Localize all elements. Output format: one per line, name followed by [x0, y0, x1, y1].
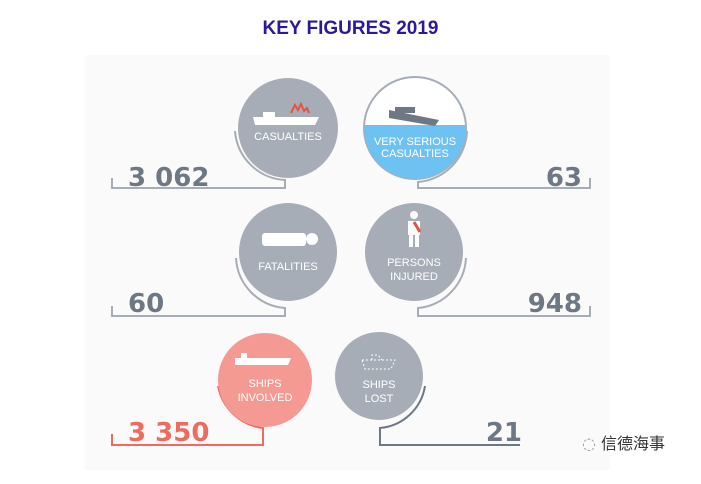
- figure-label: SHIPS: [362, 379, 395, 391]
- figure-label: PERSONS: [387, 257, 441, 269]
- background-panel: [85, 55, 610, 470]
- injured-person-icon: [408, 211, 422, 247]
- wechat-icon: ◌: [582, 434, 602, 453]
- figure-label: CASUALTIES: [381, 148, 449, 160]
- figure-ships-lost: SHIPS LOST 21: [335, 332, 522, 448]
- figure-very-serious-casualties: VERY SERIOUS CASUALTIES 63: [363, 76, 591, 193]
- figure-value: 948: [528, 289, 582, 319]
- figure-ships-involved: SHIPS INVOLVED 3 350: [111, 333, 312, 448]
- figure-value: 21: [486, 418, 522, 448]
- figure-value: 3 062: [128, 163, 209, 193]
- sinking-ship-icon: [389, 107, 439, 126]
- page-title: KEY FIGURES 2019: [262, 18, 439, 39]
- watermark: ◌ 信德海事: [582, 430, 665, 454]
- figure-value: 60: [128, 289, 164, 319]
- figure-persons-injured: PERSONS INJURED 948: [365, 203, 591, 319]
- figure-label: LOST: [365, 393, 394, 405]
- figure-label: VERY SERIOUS: [374, 136, 456, 148]
- ship-fire-icon: [253, 101, 319, 125]
- figure-label: SHIPS: [248, 378, 281, 390]
- figure-fatalities: FATALITIES 60: [111, 203, 337, 319]
- figure-value: 3 350: [128, 418, 209, 448]
- dashed-ship-icon: [361, 354, 396, 370]
- figure-label: CASUALTIES: [254, 131, 322, 143]
- figure-label: INJURED: [390, 271, 438, 283]
- figure-casualties: CASUALTIES 3 062: [111, 78, 338, 193]
- figure-value: 63: [546, 163, 582, 193]
- figure-label: INVOLVED: [238, 392, 293, 404]
- figure-label: FATALITIES: [258, 261, 318, 273]
- ship-icon: [235, 353, 291, 365]
- lying-person-icon: [262, 233, 318, 246]
- watermark-text: 信德海事: [601, 434, 666, 453]
